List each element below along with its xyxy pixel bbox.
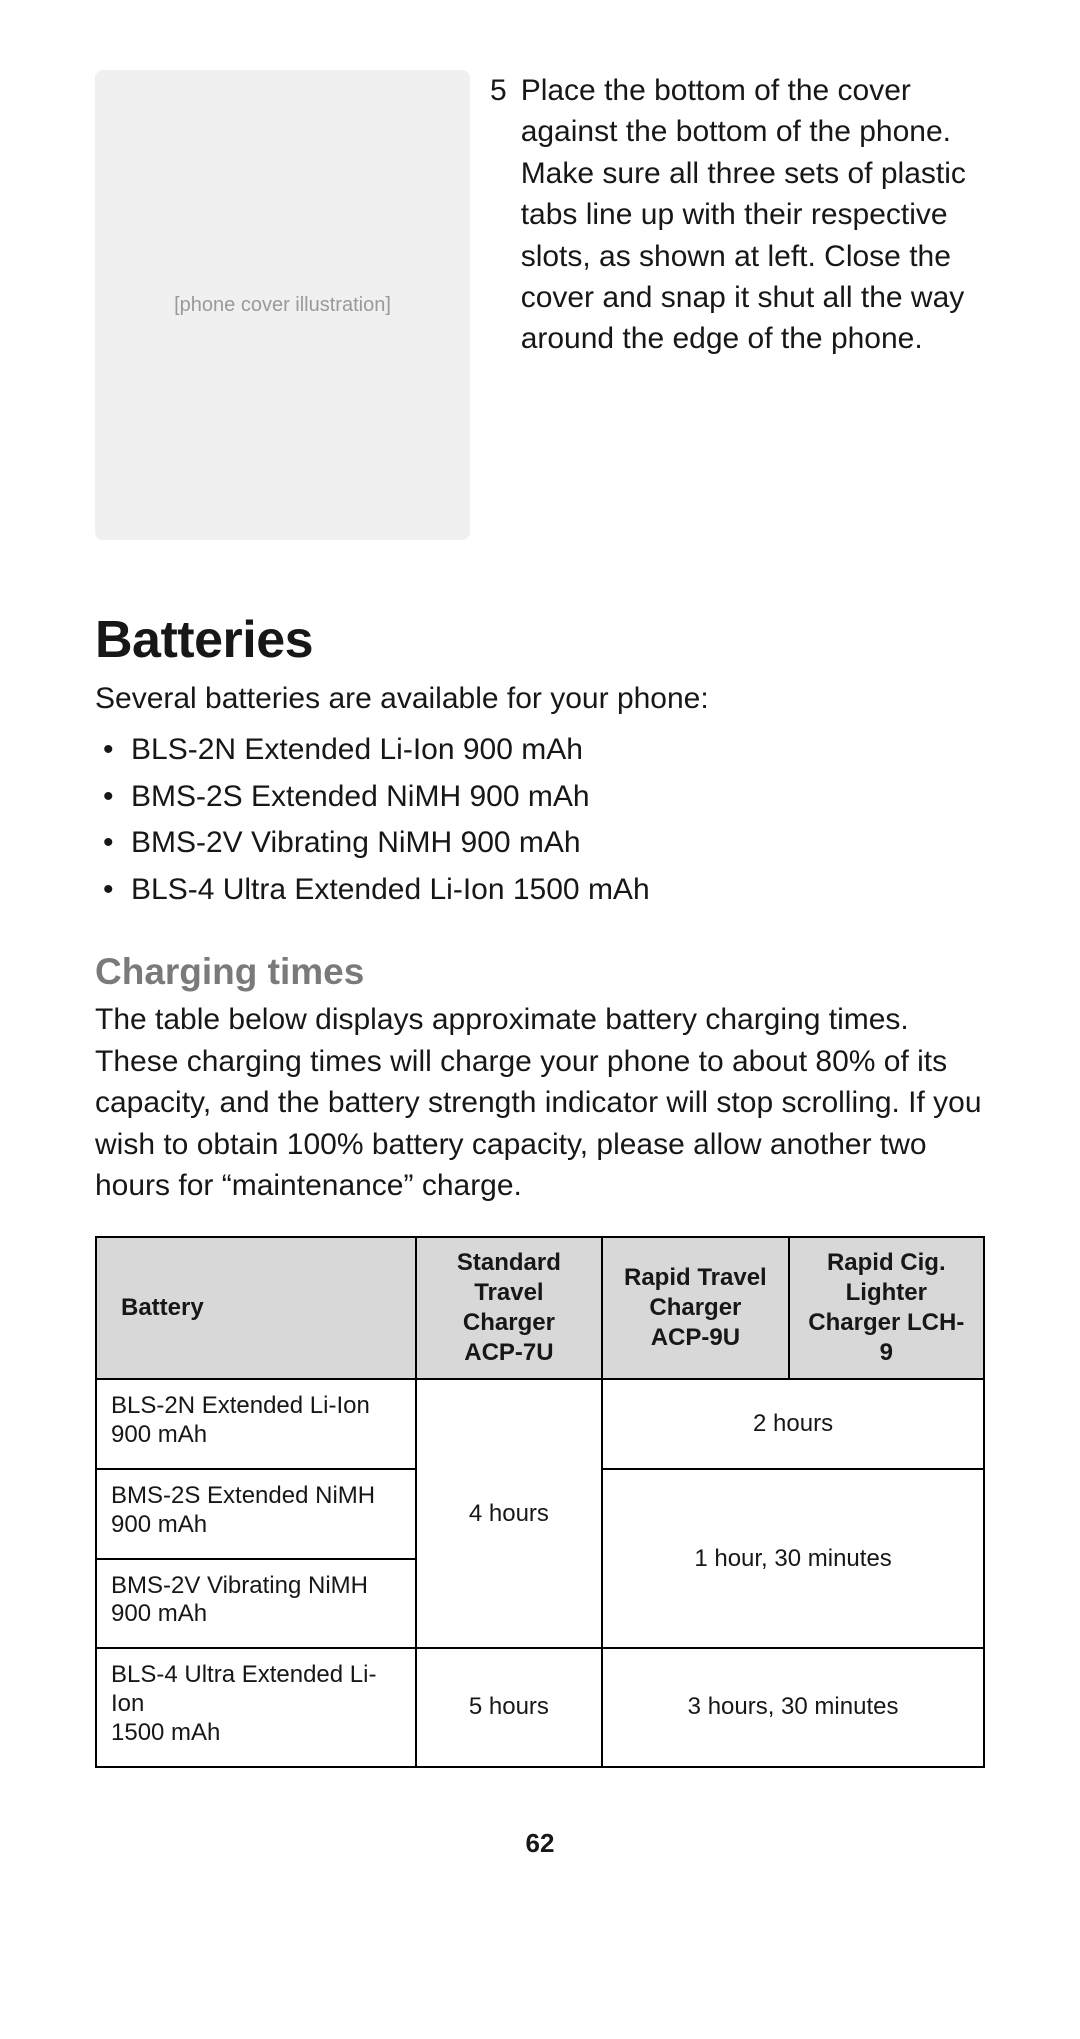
charging-times-table: Battery StandardTravelChargerACP-7U Rapi… xyxy=(95,1236,985,1767)
cell-battery: BLS-4 Ultra Extended Li-Ion1500 mAh xyxy=(96,1648,416,1766)
battery-list: BLS-2N Extended Li-Ion 900 mAh BMS-2S Ex… xyxy=(95,727,985,913)
col-standard-travel: StandardTravelChargerACP-7U xyxy=(416,1237,602,1379)
batteries-intro: Several batteries are available for your… xyxy=(95,678,985,719)
list-item: BMS-2V Vibrating NiMH 900 mAh xyxy=(131,820,985,867)
cell-value: 2 hours xyxy=(602,1379,984,1469)
step-number: 5 xyxy=(490,70,507,540)
cell-battery: BMS-2V Vibrating NiMH900 mAh xyxy=(96,1559,416,1649)
cell-value: 4 hours xyxy=(416,1379,602,1648)
col-battery: Battery xyxy=(96,1237,416,1379)
cell-battery: BMS-2S Extended NiMH900 mAh xyxy=(96,1469,416,1559)
col-rapid-cig: Rapid Cig.LighterCharger LCH-9 xyxy=(789,1237,984,1379)
cell-value: 1 hour, 30 minutes xyxy=(602,1469,984,1648)
cell-value: 3 hours, 30 minutes xyxy=(602,1648,984,1766)
heading-charging-times: Charging times xyxy=(95,951,985,993)
step-text: Place the bottom of the cover against th… xyxy=(521,70,985,540)
heading-batteries: Batteries xyxy=(95,610,985,670)
cover-illustration: [phone cover illustration] xyxy=(95,70,470,540)
table-row: BLS-2N Extended Li-Ion900 mAh 4 hours 2 … xyxy=(96,1379,984,1469)
step-block: [phone cover illustration] 5 Place the b… xyxy=(95,70,985,540)
illustration-placeholder: [phone cover illustration] xyxy=(95,70,470,540)
step-5: 5 Place the bottom of the cover against … xyxy=(490,70,985,540)
table-header-row: Battery StandardTravelChargerACP-7U Rapi… xyxy=(96,1237,984,1379)
cell-battery: BLS-2N Extended Li-Ion900 mAh xyxy=(96,1379,416,1469)
list-item: BLS-2N Extended Li-Ion 900 mAh xyxy=(131,727,985,774)
list-item: BLS-4 Ultra Extended Li-Ion 1500 mAh xyxy=(131,867,985,914)
charging-description: The table below displays approximate bat… xyxy=(95,999,985,1206)
table-row: BLS-4 Ultra Extended Li-Ion1500 mAh 5 ho… xyxy=(96,1648,984,1766)
list-item: BMS-2S Extended NiMH 900 mAh xyxy=(131,774,985,821)
cell-value: 5 hours xyxy=(416,1648,602,1766)
col-rapid-travel: Rapid TravelChargerACP-9U xyxy=(602,1237,788,1379)
page-number: 62 xyxy=(95,1828,985,1859)
